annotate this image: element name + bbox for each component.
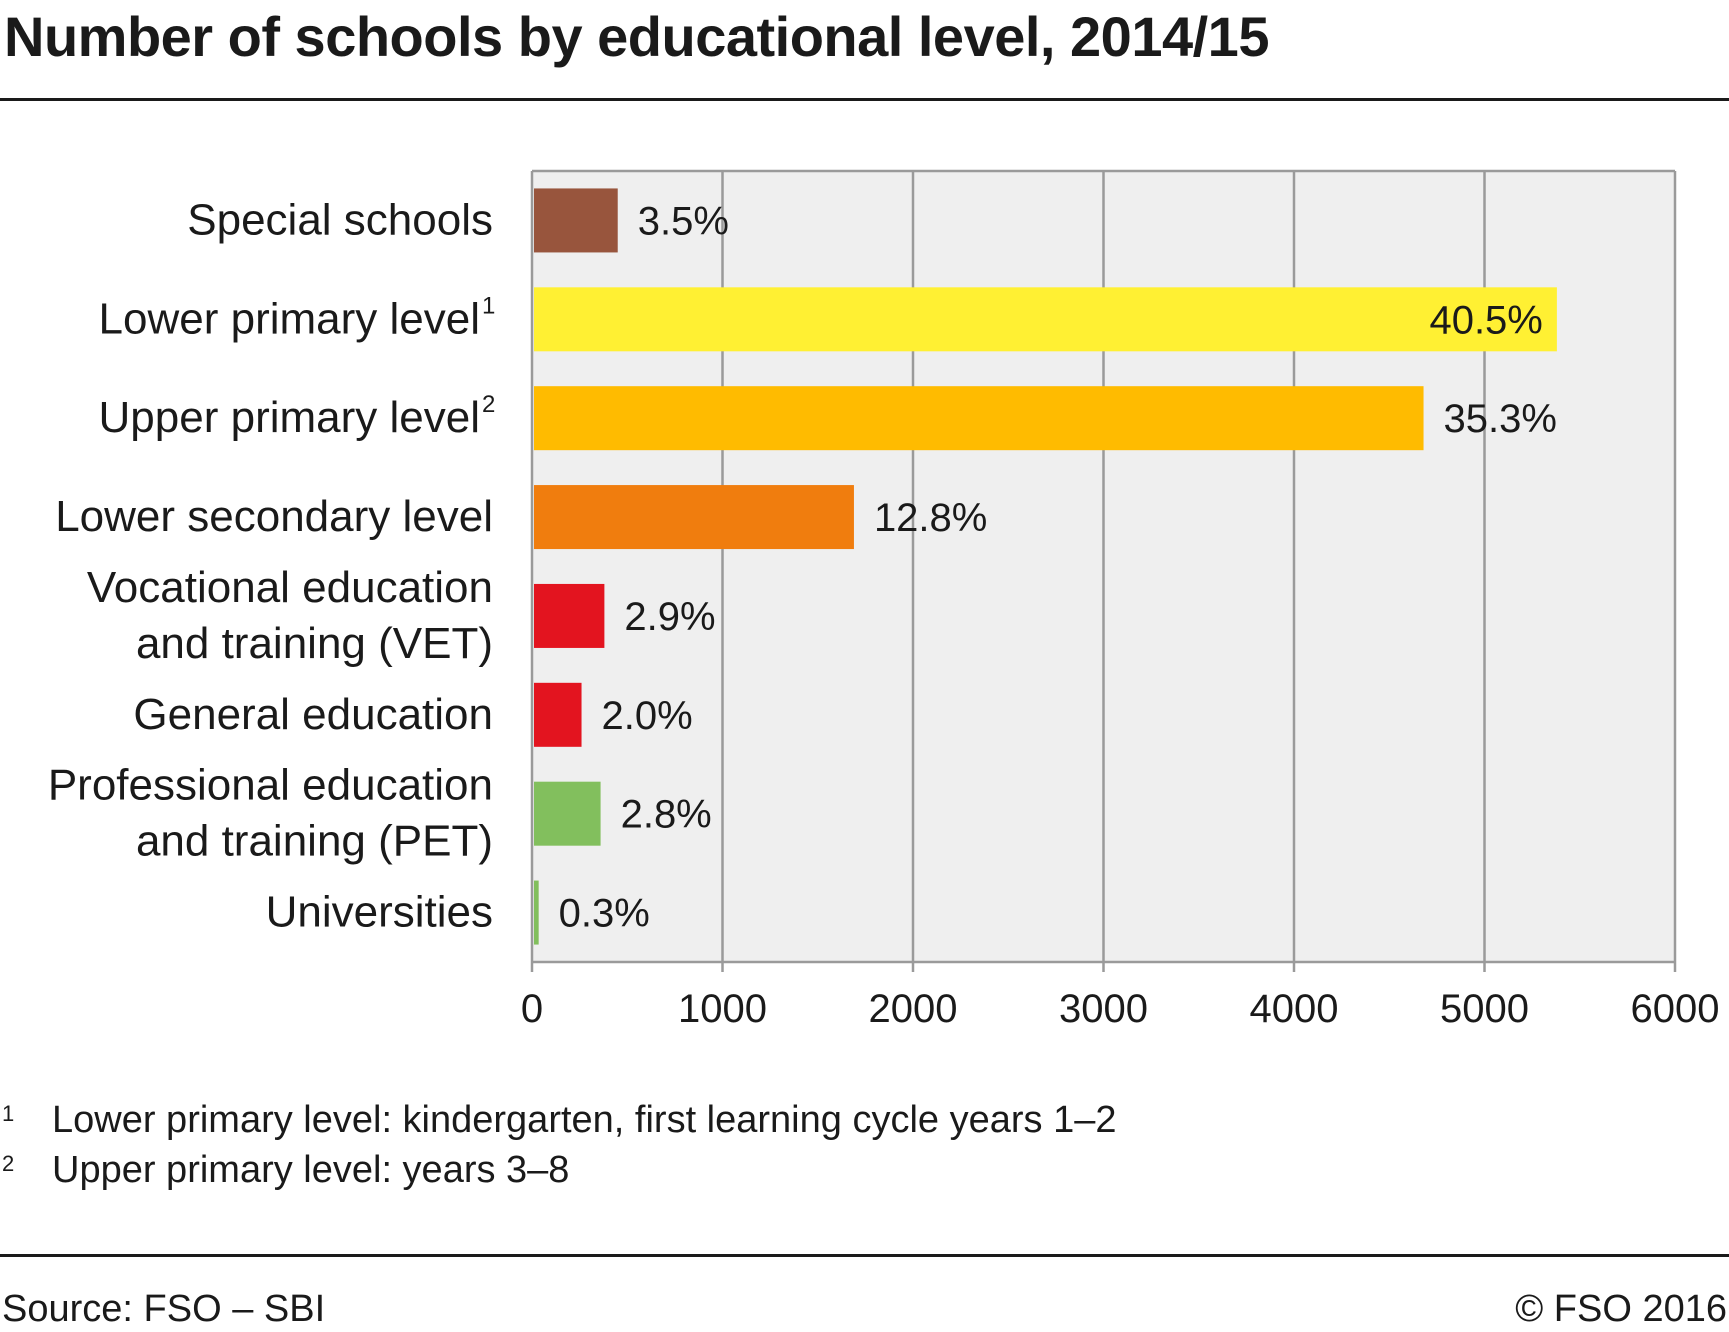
data-label: 35.3% bbox=[1444, 397, 1557, 441]
x-tick-label: 4000 bbox=[1250, 987, 1339, 1031]
bar bbox=[534, 781, 601, 846]
category-label: Universities bbox=[266, 888, 493, 937]
source-note: Source: FSO – SBI bbox=[2, 1288, 326, 1330]
footnote-1-text: Lower primary level: kindergarten, first… bbox=[52, 1099, 1117, 1141]
bar bbox=[534, 386, 1424, 451]
data-label: 3.5% bbox=[638, 199, 729, 243]
bar bbox=[534, 287, 1557, 352]
bar bbox=[534, 880, 539, 945]
x-tick-label: 3000 bbox=[1059, 987, 1148, 1031]
category-label: Vocational education bbox=[87, 563, 493, 612]
data-label: 0.3% bbox=[559, 892, 650, 936]
bar bbox=[534, 583, 605, 648]
data-label: 2.8% bbox=[621, 793, 712, 837]
data-label: 12.8% bbox=[874, 496, 987, 540]
footnote-1-marker: 1 bbox=[2, 1101, 15, 1126]
footnote-2-text: Upper primary level: years 3–8 bbox=[52, 1149, 570, 1191]
bar-chart: 0 1000 2000 3000 4000 5000 6000 3.5% Special sch… bbox=[48, 169, 1720, 1031]
category-footnote-marker: 2 bbox=[482, 391, 495, 418]
category-label: General education bbox=[133, 690, 493, 739]
data-label: 2.0% bbox=[602, 694, 693, 738]
footnote-2: 2 Upper primary level: years 3–8 bbox=[0, 1145, 1116, 1195]
category-footnote-marker: 1 bbox=[482, 292, 495, 319]
data-label: 40.5% bbox=[1429, 298, 1542, 342]
category-label: and training (VET) bbox=[136, 619, 493, 668]
copyright-note: © FSO 2016 bbox=[1515, 1288, 1727, 1330]
bar bbox=[534, 188, 618, 253]
category-label: Lower secondary level bbox=[55, 492, 493, 541]
category-label: Special schools bbox=[187, 195, 493, 244]
footnote-1: 1 Lower primary level: kindergarten, fir… bbox=[0, 1095, 1116, 1145]
category-label: and training (PET) bbox=[136, 817, 493, 866]
top-rule bbox=[0, 98, 1729, 101]
x-tick-label: 6000 bbox=[1631, 987, 1720, 1031]
x-tick-label: 2000 bbox=[869, 987, 958, 1031]
category-label: Lower primary level bbox=[99, 294, 480, 343]
chart-title: Number of schools by educational level, … bbox=[4, 5, 1269, 68]
x-tick-label: 0 bbox=[521, 987, 543, 1031]
bottom-rule bbox=[0, 1254, 1729, 1257]
footnote-2-marker: 2 bbox=[2, 1151, 15, 1176]
bar bbox=[534, 682, 582, 747]
footnotes: 1 Lower primary level: kindergarten, fir… bbox=[0, 1095, 1116, 1195]
x-tick-label: 5000 bbox=[1440, 987, 1529, 1031]
category-label: Upper primary level bbox=[99, 393, 480, 442]
bar bbox=[534, 485, 854, 550]
data-label: 2.9% bbox=[624, 595, 715, 639]
category-label: Professional education bbox=[48, 761, 493, 810]
x-tick-label: 1000 bbox=[678, 987, 767, 1031]
